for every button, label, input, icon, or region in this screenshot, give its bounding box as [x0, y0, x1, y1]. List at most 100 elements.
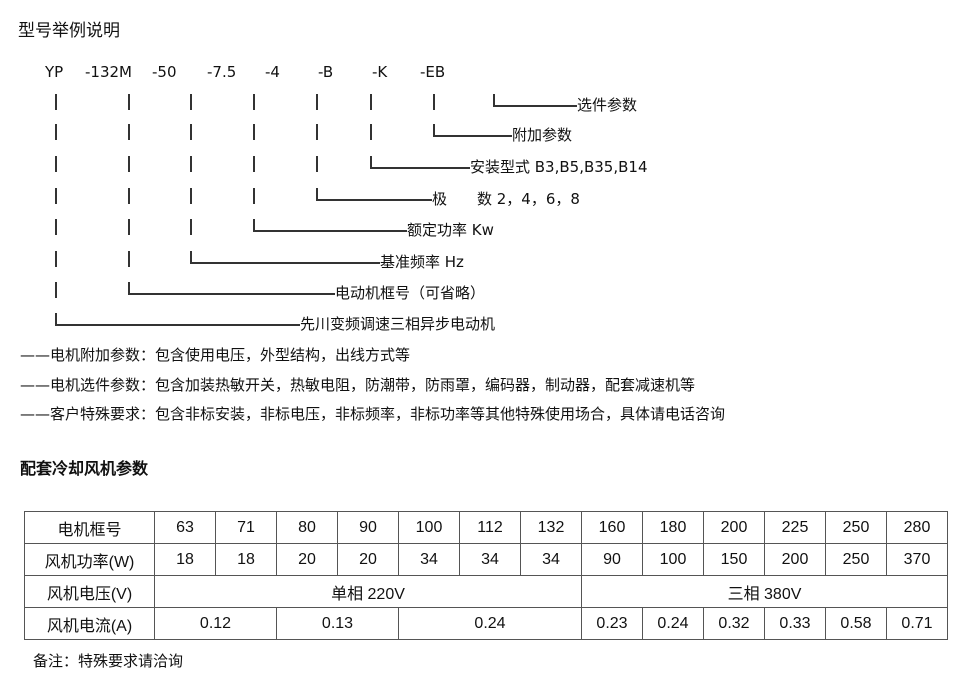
legend-label: 额定功率 Kw [407, 221, 494, 239]
code-segment: -K [372, 63, 388, 81]
cell: 80 [276, 511, 338, 544]
cell: 71 [215, 511, 277, 544]
cell: 100 [642, 543, 704, 576]
cell: 0.33 [764, 607, 826, 640]
cell: 200 [764, 543, 826, 576]
legend-label: 电动机框号（可省略） [335, 284, 486, 302]
leader-line [370, 167, 470, 169]
cell: 18 [154, 543, 216, 576]
leader-line [253, 230, 407, 232]
pipe-line [55, 219, 57, 235]
leader-line [493, 105, 577, 107]
cell: 90 [581, 543, 643, 576]
legend-label: 基准频率 Hz [380, 253, 464, 271]
pipe-line [190, 124, 192, 140]
cell: 370 [886, 543, 948, 576]
cell: 200 [703, 511, 765, 544]
cell: 20 [276, 543, 338, 576]
pipe-line [128, 188, 130, 204]
leader-line [128, 293, 335, 295]
cell: 0.23 [581, 607, 643, 640]
pipe-line [316, 156, 318, 172]
pipe-line [433, 94, 435, 110]
pipe-line [55, 156, 57, 172]
code-segment: -50 [152, 63, 177, 81]
legend-label: 选件参数 [577, 96, 638, 114]
elbow-line [190, 251, 192, 263]
row-header: 风机电流(A) [24, 607, 155, 640]
elbow-line [55, 313, 57, 325]
pipe-line [55, 188, 57, 204]
pipe-line [190, 188, 192, 204]
pipe-line [190, 219, 192, 235]
cell: 250 [825, 511, 887, 544]
fan-params-heading: 配套冷却风机参数 [20, 459, 149, 478]
row-header: 风机功率(W) [24, 543, 155, 576]
legend-label: 附加参数 [512, 126, 573, 144]
legend-label: 极 数 2，4，6，8 [432, 190, 580, 208]
pipe-line [253, 124, 255, 140]
cell: 三相 380V [581, 575, 948, 608]
row-header: 风机电压(V) [24, 575, 155, 608]
cell: 160 [581, 511, 643, 544]
leader-line [316, 199, 432, 201]
code-segment: -B [318, 63, 334, 81]
pipe-line [128, 124, 130, 140]
pipe-line [55, 282, 57, 298]
cell: 20 [337, 543, 399, 576]
code-segment: -132M [85, 63, 132, 81]
pipe-line [316, 94, 318, 110]
pipe-line [128, 219, 130, 235]
elbow-line [433, 124, 435, 136]
cell: 单相 220V [154, 575, 582, 608]
cell: 34 [398, 543, 460, 576]
cell: 225 [764, 511, 826, 544]
cell: 0.24 [398, 607, 582, 640]
cell: 0.32 [703, 607, 765, 640]
leader-line [55, 324, 300, 326]
row-current: 风机电流(A) 0.12 0.13 0.24 0.23 0.24 0.32 0.33 0.58 0… [24, 607, 948, 640]
note-options: ——电机选件参数：包含加装热敏开关，热敏电阻，防潮带，防雨罩，编码器，制动器，配… [20, 376, 696, 394]
cell: 0.24 [642, 607, 704, 640]
fan-params-table: 电机框号 63 71 80 90 100 112 132 160 180 200 225 250 280 … [24, 511, 948, 640]
cell: 0.58 [825, 607, 887, 640]
note-custom: ——客户特殊要求：包含非标安装，非标电压，非标频率，非标功率等其他特殊使用场合，… [20, 405, 726, 423]
pipe-line [128, 251, 130, 267]
cell: 112 [459, 511, 521, 544]
code-segment: -EB [420, 63, 446, 81]
pipe-line [253, 188, 255, 204]
pipe-line [55, 94, 57, 110]
elbow-line [128, 282, 130, 294]
row-frame: 电机框号 63 71 80 90 100 112 132 160 180 200 225 250 280 [24, 511, 948, 544]
cell: 150 [703, 543, 765, 576]
section-title: 型号举例说明 [18, 21, 120, 41]
row-power: 风机功率(W) 18 18 20 20 34 34 34 90 100 150 200 250 370 [24, 543, 948, 576]
pipe-line [190, 94, 192, 110]
pipe-line [253, 94, 255, 110]
elbow-line [370, 156, 372, 168]
cell: 0.12 [154, 607, 277, 640]
cell: 0.71 [886, 607, 948, 640]
elbow-line [316, 188, 318, 200]
cell: 0.13 [276, 607, 399, 640]
cell: 280 [886, 511, 948, 544]
pipe-line [55, 124, 57, 140]
row-voltage: 风机电压(V) 单相 220V 三相 380V [24, 575, 948, 608]
pipe-line [370, 94, 372, 110]
pipe-line [128, 156, 130, 172]
pipe-line [370, 124, 372, 140]
pipe-line [128, 94, 130, 110]
cell: 34 [459, 543, 521, 576]
leader-line [190, 262, 380, 264]
pipe-line [190, 156, 192, 172]
cell: 100 [398, 511, 460, 544]
legend-label: 先川变频调速三相异步电动机 [300, 315, 496, 333]
legend-label: 安装型式 B3,B5,B35,B14 [470, 158, 648, 176]
elbow-line [493, 94, 495, 106]
code-segment: -4 [265, 63, 280, 81]
leader-line [433, 135, 512, 137]
cell: 90 [337, 511, 399, 544]
cell: 132 [520, 511, 582, 544]
note-additional: ——电机附加参数：包含使用电压，外型结构，出线方式等 [20, 346, 411, 364]
pipe-line [253, 156, 255, 172]
